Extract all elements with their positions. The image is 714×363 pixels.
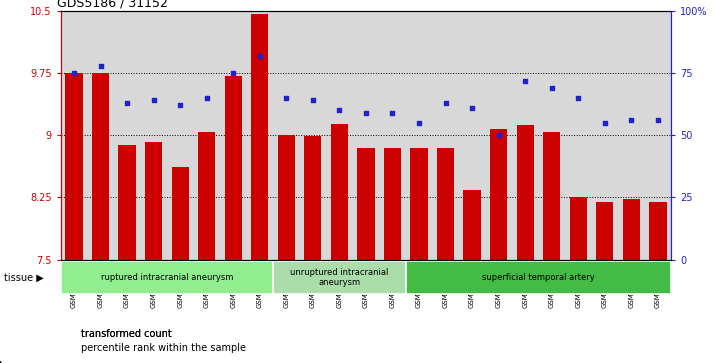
Bar	[61, 261, 273, 294]
Point	[228, 70, 239, 76]
Bar	[596, 201, 613, 260]
Bar	[437, 148, 454, 260]
Point	[69, 70, 80, 76]
Bar	[331, 125, 348, 260]
Bar	[198, 132, 216, 260]
Text: transformed count: transformed count	[81, 329, 171, 339]
Text: tissue ▶: tissue ▶	[4, 273, 44, 283]
Text: ruptured intracranial aneurysm: ruptured intracranial aneurysm	[101, 273, 233, 282]
Bar	[623, 199, 640, 260]
Point	[520, 78, 531, 83]
Point	[95, 63, 106, 69]
Bar	[357, 148, 375, 260]
Bar	[273, 261, 406, 294]
Point	[652, 117, 663, 123]
Point	[493, 132, 504, 138]
Text: superficial temporal artery: superficial temporal artery	[482, 273, 595, 282]
Bar	[406, 261, 671, 294]
Bar	[384, 148, 401, 260]
Bar	[171, 167, 188, 260]
Point	[307, 98, 318, 103]
Text: unruptured intracranial
aneurysm: unruptured intracranial aneurysm	[290, 268, 388, 287]
Bar	[66, 73, 83, 260]
Bar	[119, 145, 136, 260]
Bar	[304, 136, 321, 260]
Point	[466, 105, 478, 111]
Bar	[649, 201, 666, 260]
Point	[254, 53, 266, 58]
Bar	[411, 148, 428, 260]
Bar	[516, 125, 534, 260]
Bar	[278, 135, 295, 260]
Point	[174, 102, 186, 108]
Point	[360, 110, 371, 116]
Point	[333, 107, 345, 113]
Bar	[145, 142, 162, 260]
Point	[281, 95, 292, 101]
Point	[201, 95, 212, 101]
Text: transformed count: transformed count	[81, 329, 171, 339]
Point	[413, 120, 425, 126]
Point	[625, 117, 637, 123]
Bar	[570, 196, 587, 260]
Point	[599, 120, 610, 126]
Point	[121, 100, 133, 106]
Bar	[225, 76, 242, 260]
Point	[387, 110, 398, 116]
Bar	[490, 129, 507, 260]
Bar	[463, 190, 481, 260]
Bar	[92, 73, 109, 260]
Point	[148, 98, 159, 103]
Text: GDS5186 / 31152: GDS5186 / 31152	[57, 0, 168, 9]
Point	[440, 100, 451, 106]
Text: percentile rank within the sample: percentile rank within the sample	[81, 343, 246, 354]
Bar	[251, 14, 268, 260]
Point	[546, 85, 558, 91]
Point	[573, 95, 584, 101]
Bar	[543, 132, 560, 260]
